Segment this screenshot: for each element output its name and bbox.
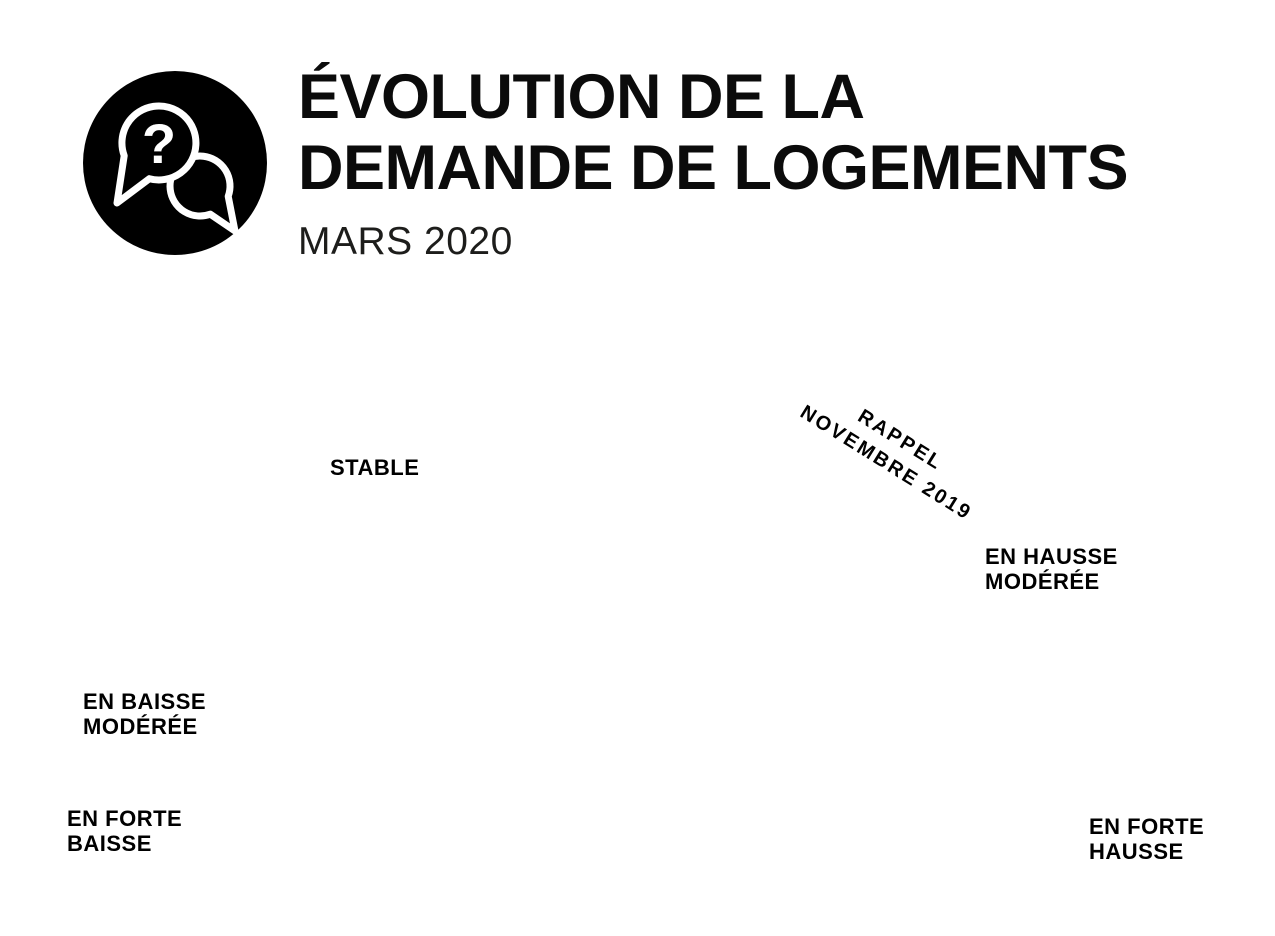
label-en-hausse-moderee: EN HAUSSE MODÉRÉE: [985, 544, 1118, 594]
label-en-forte-hausse: EN FORTE HAUSSE: [1089, 814, 1205, 864]
chat-question-icon: ?: [83, 71, 267, 255]
label-en-forte-baisse: EN FORTE BAISSE: [67, 806, 183, 856]
page-title: ÉVOLUTION DE LA DEMANDE DE LOGEMENTS: [298, 62, 1129, 203]
label-stable: STABLE: [330, 455, 420, 480]
label-en-baisse-moderee: EN BAISSE MODÉRÉE: [83, 689, 207, 739]
chat-question-icon-svg: ?: [83, 71, 267, 255]
svg-text:?: ?: [142, 112, 176, 175]
page-subtitle: MARS 2020: [298, 220, 513, 263]
